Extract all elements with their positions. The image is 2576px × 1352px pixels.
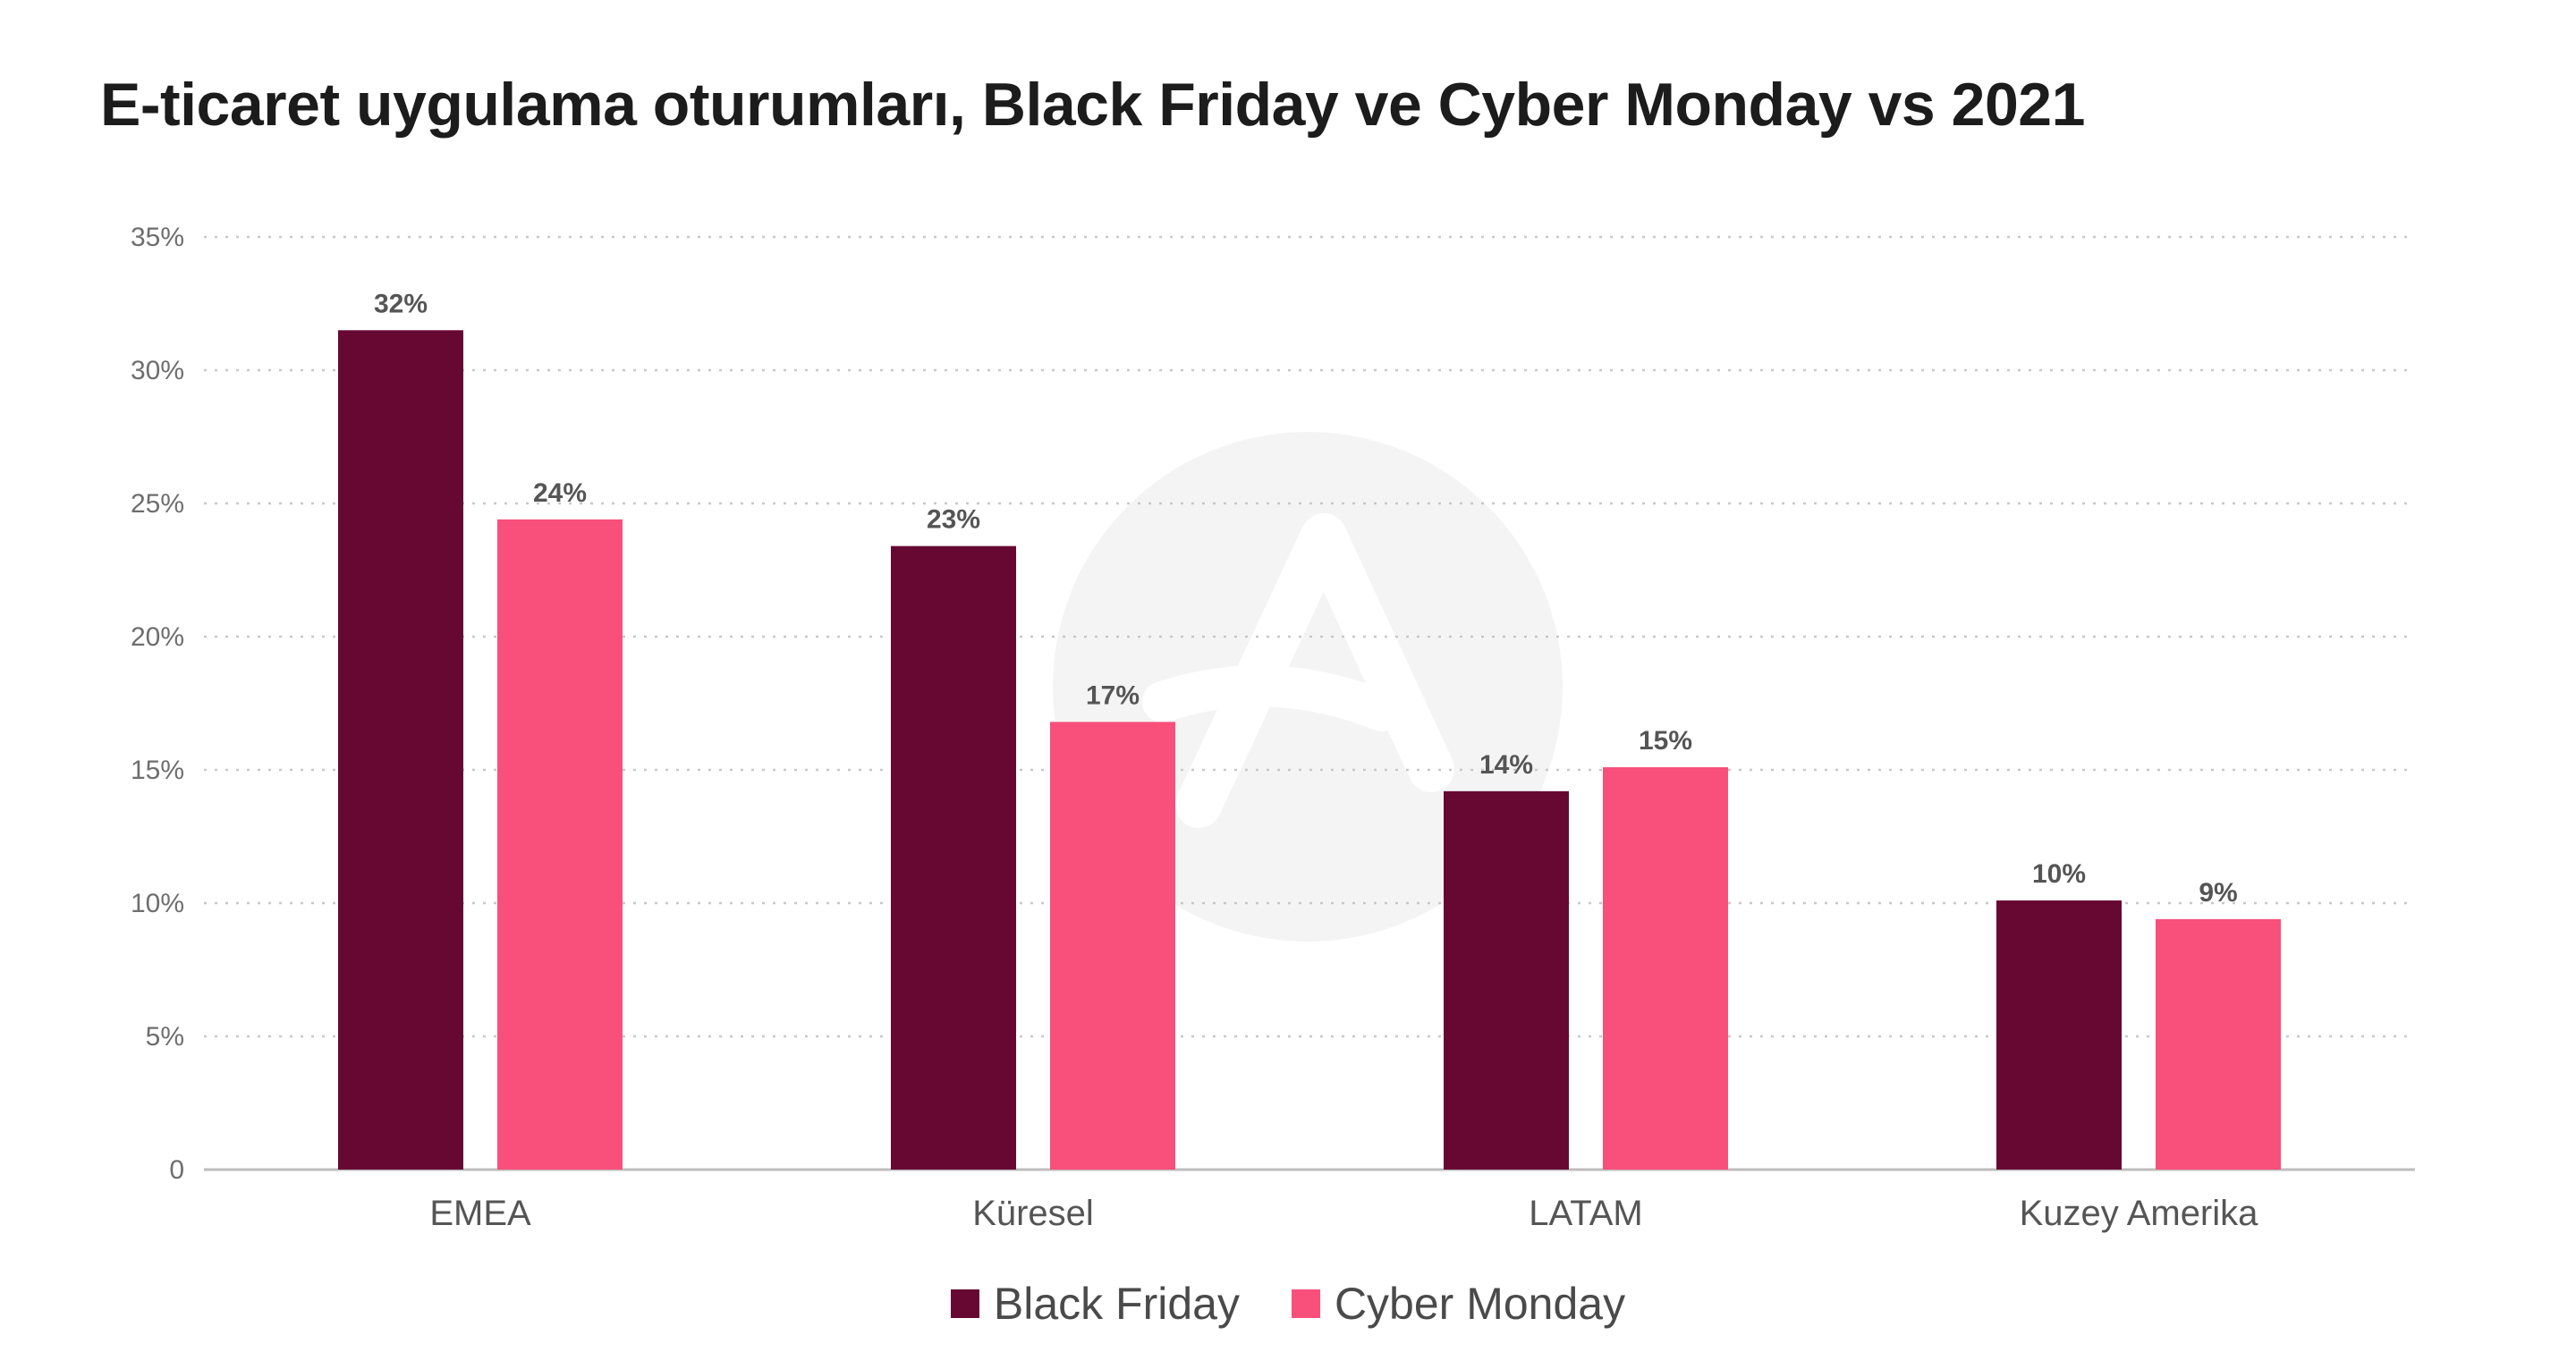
- y-tick-label: 25%: [131, 489, 184, 519]
- legend-item-black-friday: Black Friday: [950, 1278, 1240, 1330]
- category-label: LATAM: [1529, 1194, 1642, 1233]
- legend-label-black-friday: Black Friday: [993, 1279, 1240, 1329]
- y-tick-label: 5%: [146, 1022, 184, 1052]
- data-label: 24%: [533, 478, 587, 508]
- y-tick-label: 20%: [131, 622, 184, 652]
- y-tick-label: 35%: [131, 223, 184, 252]
- bar-cyber-monday: [497, 519, 623, 1170]
- chart-title: E-ticaret uygulama oturumları, Black Fri…: [100, 71, 2085, 139]
- y-tick-label: 0: [169, 1155, 184, 1185]
- y-tick-label: 30%: [131, 356, 184, 385]
- legend-swatch-cyber-monday: [1291, 1289, 1320, 1318]
- legend-label-cyber-monday: Cyber Monday: [1334, 1279, 1626, 1329]
- data-label: 17%: [1086, 680, 1140, 710]
- bar-black-friday: [891, 545, 1016, 1170]
- category-label: Kuzey Amerika: [2020, 1194, 2259, 1233]
- legend-item-cyber-monday: Cyber Monday: [1291, 1278, 1626, 1330]
- watermark-logo: [1053, 432, 1563, 942]
- bar-cyber-monday: [1603, 767, 1728, 1170]
- bar-black-friday: [1996, 900, 2122, 1170]
- bar-cyber-monday: [1050, 722, 1175, 1170]
- data-label: 15%: [1639, 726, 1692, 756]
- legend: Black Friday Cyber Monday: [0, 1277, 2576, 1331]
- data-label: 14%: [1479, 750, 1533, 780]
- bar-black-friday: [1444, 790, 1569, 1170]
- data-label: 10%: [2032, 859, 2086, 889]
- category-label: EMEA: [429, 1194, 531, 1233]
- bar-black-friday: [338, 330, 463, 1170]
- legend-swatch-black-friday: [950, 1289, 979, 1318]
- y-tick-label: 10%: [131, 889, 184, 918]
- bar-cyber-monday: [2156, 918, 2281, 1170]
- y-tick-label: 15%: [131, 756, 184, 785]
- data-label: 23%: [927, 505, 980, 535]
- bar-chart: 0 5% 10% 15% 20% 25% 30% 35% 32% 24% EMEA 23% 17% Kür…: [131, 223, 2415, 1233]
- data-label: 32%: [374, 289, 428, 318]
- category-label: Küresel: [972, 1194, 1094, 1233]
- data-label: 9%: [2199, 878, 2237, 908]
